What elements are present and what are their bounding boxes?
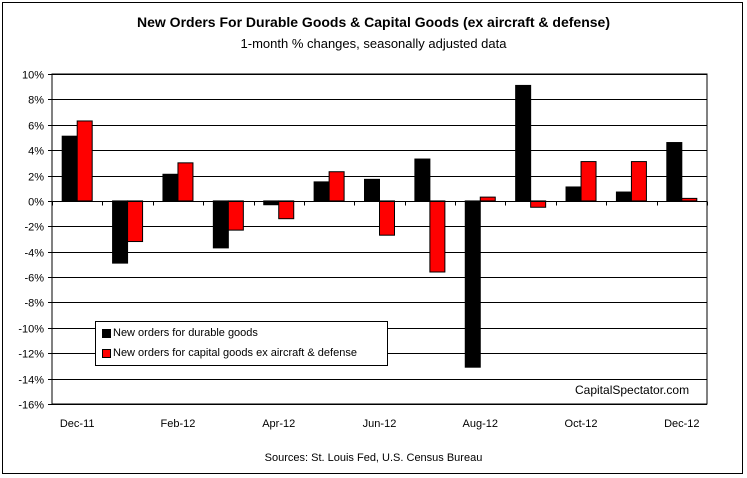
bar-durable-goods: [666, 142, 683, 202]
y-tick-label: -16%: [18, 400, 44, 412]
y-tick-label: 4%: [28, 146, 44, 158]
x-tick-label: Jun-12: [363, 418, 397, 430]
watermark: CapitalSpectator.com: [575, 383, 690, 397]
bar-durable-goods: [414, 158, 431, 202]
bar-durable-goods: [212, 200, 229, 249]
y-tick-label: 0%: [28, 197, 44, 209]
legend-swatch-capital-goods: [102, 348, 111, 358]
bar-capital-goods: [580, 161, 597, 202]
bar-capital-goods: [328, 171, 345, 202]
x-tick-label: Dec-12: [664, 418, 699, 430]
y-tick-label: -12%: [18, 349, 44, 361]
y-tick-label: -6%: [24, 273, 44, 285]
bar-durable-goods: [112, 200, 129, 264]
bar-durable-goods: [61, 135, 78, 202]
y-tick-label: 6%: [28, 121, 44, 133]
y-tick-label: 2%: [28, 172, 44, 184]
y-tick-label: -14%: [18, 375, 44, 387]
legend-item-capital-goods: New orders for capital goods ex aircraft…: [102, 347, 357, 359]
x-tick-label: Apr-12: [262, 418, 295, 430]
x-tick-label: Feb-12: [161, 418, 196, 430]
axes: [48, 74, 708, 405]
bar-durable-goods: [615, 191, 632, 202]
legend-label-durable-goods: New orders for durable goods: [113, 327, 258, 339]
bar-capital-goods: [429, 200, 446, 273]
y-tick-label: 10%: [22, 70, 44, 82]
bar-durable-goods: [464, 200, 481, 368]
y-tick-label: 8%: [28, 95, 44, 107]
legend-label-capital-goods: New orders for capital goods ex aircraft…: [113, 347, 357, 359]
bar-capital-goods: [630, 161, 647, 202]
bar-capital-goods: [227, 200, 244, 231]
bar-capital-goods: [76, 120, 93, 202]
chart-subtitle: 1-month % changes, seasonally adjusted d…: [240, 36, 507, 51]
x-tick-label: Oct-12: [565, 418, 598, 430]
bar-capital-goods: [177, 162, 194, 202]
bar-durable-goods: [565, 186, 582, 202]
y-tick-label: -10%: [18, 324, 44, 336]
bar-durable-goods: [515, 84, 532, 202]
bar-capital-goods: [379, 200, 395, 236]
bar-capital-goods: [127, 200, 144, 243]
legend: New orders for durable goods New orders …: [95, 321, 388, 366]
legend-item-durable-goods: New orders for durable goods: [102, 327, 258, 339]
bar-capital-goods: [530, 200, 547, 208]
x-tick-label: Aug-12: [463, 418, 498, 430]
bars: [61, 84, 698, 368]
x-tick-label: Dec-11: [60, 418, 95, 430]
bar-capital-goods: [479, 196, 496, 202]
bar-capital-goods: [278, 200, 295, 220]
bar-durable-goods: [364, 178, 380, 202]
bar-capital-goods: [681, 197, 698, 202]
legend-swatch-durable-goods: [102, 328, 111, 338]
bar-durable-goods: [162, 173, 179, 202]
y-tick-label: -2%: [24, 222, 44, 234]
bar-durable-goods: [313, 181, 330, 202]
chart-title: New Orders For Durable Goods & Capital G…: [137, 14, 610, 30]
source-note: Sources: St. Louis Fed, U.S. Census Bure…: [264, 452, 483, 464]
tick-labels: 10% 8% 6% 4% 2% 0% -2% -4% -6% -8% -10% -12% -14% -16…: [18, 70, 699, 431]
y-tick-label: -4%: [24, 248, 44, 260]
y-tick-label: -8%: [24, 298, 44, 310]
